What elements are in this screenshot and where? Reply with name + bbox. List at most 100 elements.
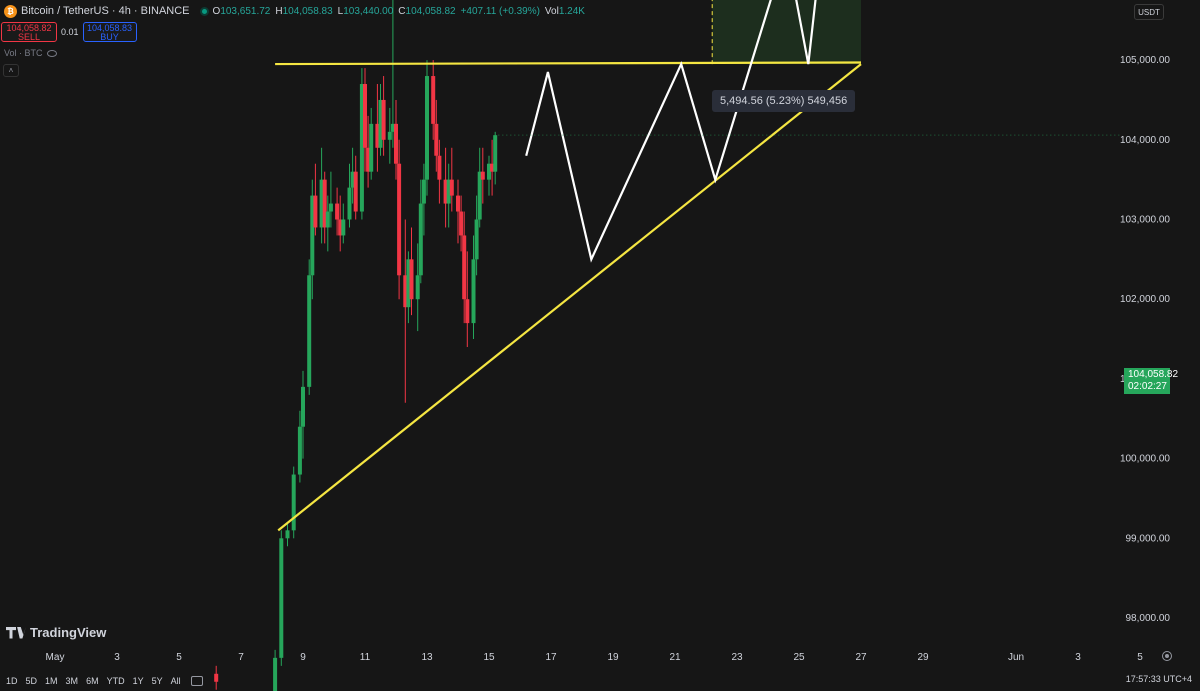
x-tick-label: May xyxy=(46,652,65,663)
buy-button[interactable]: 104,058.83 BUY xyxy=(82,22,137,42)
volume-indicator[interactable]: Vol · BTC xyxy=(4,48,57,58)
candle-body xyxy=(446,179,451,204)
candle-body xyxy=(443,179,448,204)
y-tick-label: 103,000.00 xyxy=(1120,215,1170,226)
x-tick-label: 29 xyxy=(917,652,929,663)
candle-body xyxy=(456,195,460,212)
x-tick-label: 3 xyxy=(114,652,120,663)
candle-body xyxy=(310,195,315,276)
measure-label[interactable]: 5,494.56 (5.23%) 549,456 xyxy=(712,90,856,112)
tradingview-logo[interactable]: TradingView xyxy=(6,625,106,640)
candle-body xyxy=(359,84,364,212)
candle-body xyxy=(381,99,386,140)
collapse-legend-button[interactable]: ˄ xyxy=(3,64,19,77)
logo-text: TradingView xyxy=(30,625,107,640)
symbol-header: ₿ Bitcoin / TetherUS · 4h · BINANCE O103… xyxy=(0,0,585,22)
candle-body xyxy=(369,123,374,172)
candle-body xyxy=(335,203,340,220)
candle-body xyxy=(301,386,305,427)
gear-icon[interactable] xyxy=(1162,651,1172,661)
candle-body xyxy=(353,171,358,212)
symbol-title[interactable]: Bitcoin / TetherUS · 4h · BINANCE xyxy=(21,5,190,17)
ohlc-open: O103,651.72 xyxy=(212,5,271,17)
currency-button[interactable]: USDT xyxy=(1134,4,1164,20)
eye-icon[interactable] xyxy=(46,49,57,57)
x-tick-label: 3 xyxy=(1075,652,1081,663)
y-tick-label: 104,000.00 xyxy=(1120,135,1170,146)
candle-body xyxy=(350,171,355,188)
ohlc-change: +407.11 (+0.39%) xyxy=(460,5,540,17)
candle-body xyxy=(449,179,454,196)
candle-body xyxy=(487,163,491,180)
candle-body xyxy=(214,673,219,682)
x-tick-label: 9 xyxy=(300,652,306,663)
y-tick-label: 105,000.00 xyxy=(1120,55,1170,66)
candle-body xyxy=(477,171,482,220)
buy-price: 104,058.83 xyxy=(87,23,133,33)
x-tick-label: 13 xyxy=(421,652,433,663)
last-price-value: 104,058.82 xyxy=(1128,369,1179,380)
market-open-icon xyxy=(199,6,209,16)
quick-trade: 104,058.82 SELL 0.01 104,058.83 BUY xyxy=(1,22,137,42)
tradingview-logo-icon xyxy=(6,627,26,639)
candle-body xyxy=(341,219,346,236)
x-tick-label: 17 xyxy=(545,652,557,663)
y-tick-label: 98,000.00 xyxy=(1126,613,1171,624)
candle-body xyxy=(279,538,284,658)
candle-body xyxy=(474,219,479,260)
candle-body xyxy=(421,179,426,204)
x-tick-label: 5 xyxy=(176,652,182,663)
range-5d[interactable]: 5D xyxy=(25,675,38,686)
candle-body xyxy=(394,123,398,164)
projection-path xyxy=(525,0,817,263)
candle-body xyxy=(493,135,498,172)
x-tick-label: Jun xyxy=(1008,652,1024,663)
candle-body xyxy=(418,203,423,276)
x-tick-label: 21 xyxy=(669,652,681,663)
candle-body xyxy=(325,211,330,228)
ohlc-close: C104,058.82 xyxy=(398,5,456,17)
candle-body xyxy=(403,275,408,308)
candle-body xyxy=(375,123,380,148)
range-6m[interactable]: 6M xyxy=(86,675,99,686)
range-ytd[interactable]: YTD xyxy=(106,675,125,686)
support-line xyxy=(277,63,862,532)
ohlc-volume: Vol1.24K xyxy=(544,5,585,17)
candle-body xyxy=(273,657,278,691)
range-all[interactable]: All xyxy=(170,675,181,686)
candle-body xyxy=(462,235,467,300)
bitcoin-icon: ₿ xyxy=(4,4,17,18)
candle-body xyxy=(328,203,333,212)
range-5y[interactable]: 5Y xyxy=(151,675,163,686)
x-tick-label: 19 xyxy=(607,652,619,663)
candle-body xyxy=(366,147,371,172)
target-zone xyxy=(712,0,861,65)
candle-body xyxy=(338,219,343,236)
ohlc-low: L103,440.00 xyxy=(337,5,394,17)
clock-readout[interactable]: 17:57:33 UTC+4 xyxy=(1125,674,1192,684)
sell-button[interactable]: 104,058.82 SELL xyxy=(1,22,57,42)
calendar-icon[interactable] xyxy=(190,675,203,686)
candle-body xyxy=(319,179,324,228)
candle-body xyxy=(465,299,470,324)
range-1y[interactable]: 1Y xyxy=(132,675,144,686)
y-tick-label: 102,000.00 xyxy=(1120,294,1170,305)
candle-body xyxy=(480,171,485,180)
candle-body xyxy=(363,84,367,148)
range-3m[interactable]: 3M xyxy=(65,675,79,686)
range-1d[interactable]: 1D xyxy=(6,675,18,686)
candle-body xyxy=(291,474,296,531)
y-tick-label: 100,000.00 xyxy=(1120,454,1170,465)
range-1m[interactable]: 1M xyxy=(45,675,58,686)
last-price-tag: 104,058.82 02:02:27 xyxy=(1124,368,1179,394)
bottom-toolbar: 1D 5D 1M 3M 6M YTD 1Y 5Y All 17:57:33 UT… xyxy=(0,670,1200,691)
candle-body xyxy=(431,76,436,124)
volume-label: Vol · BTC xyxy=(4,48,43,58)
candle-body xyxy=(459,211,464,236)
x-tick-label: 15 xyxy=(483,652,495,663)
resistance-line xyxy=(275,61,862,66)
candle-body xyxy=(434,123,439,156)
bar-countdown: 02:02:27 xyxy=(1128,381,1167,392)
candle-body xyxy=(409,259,414,300)
